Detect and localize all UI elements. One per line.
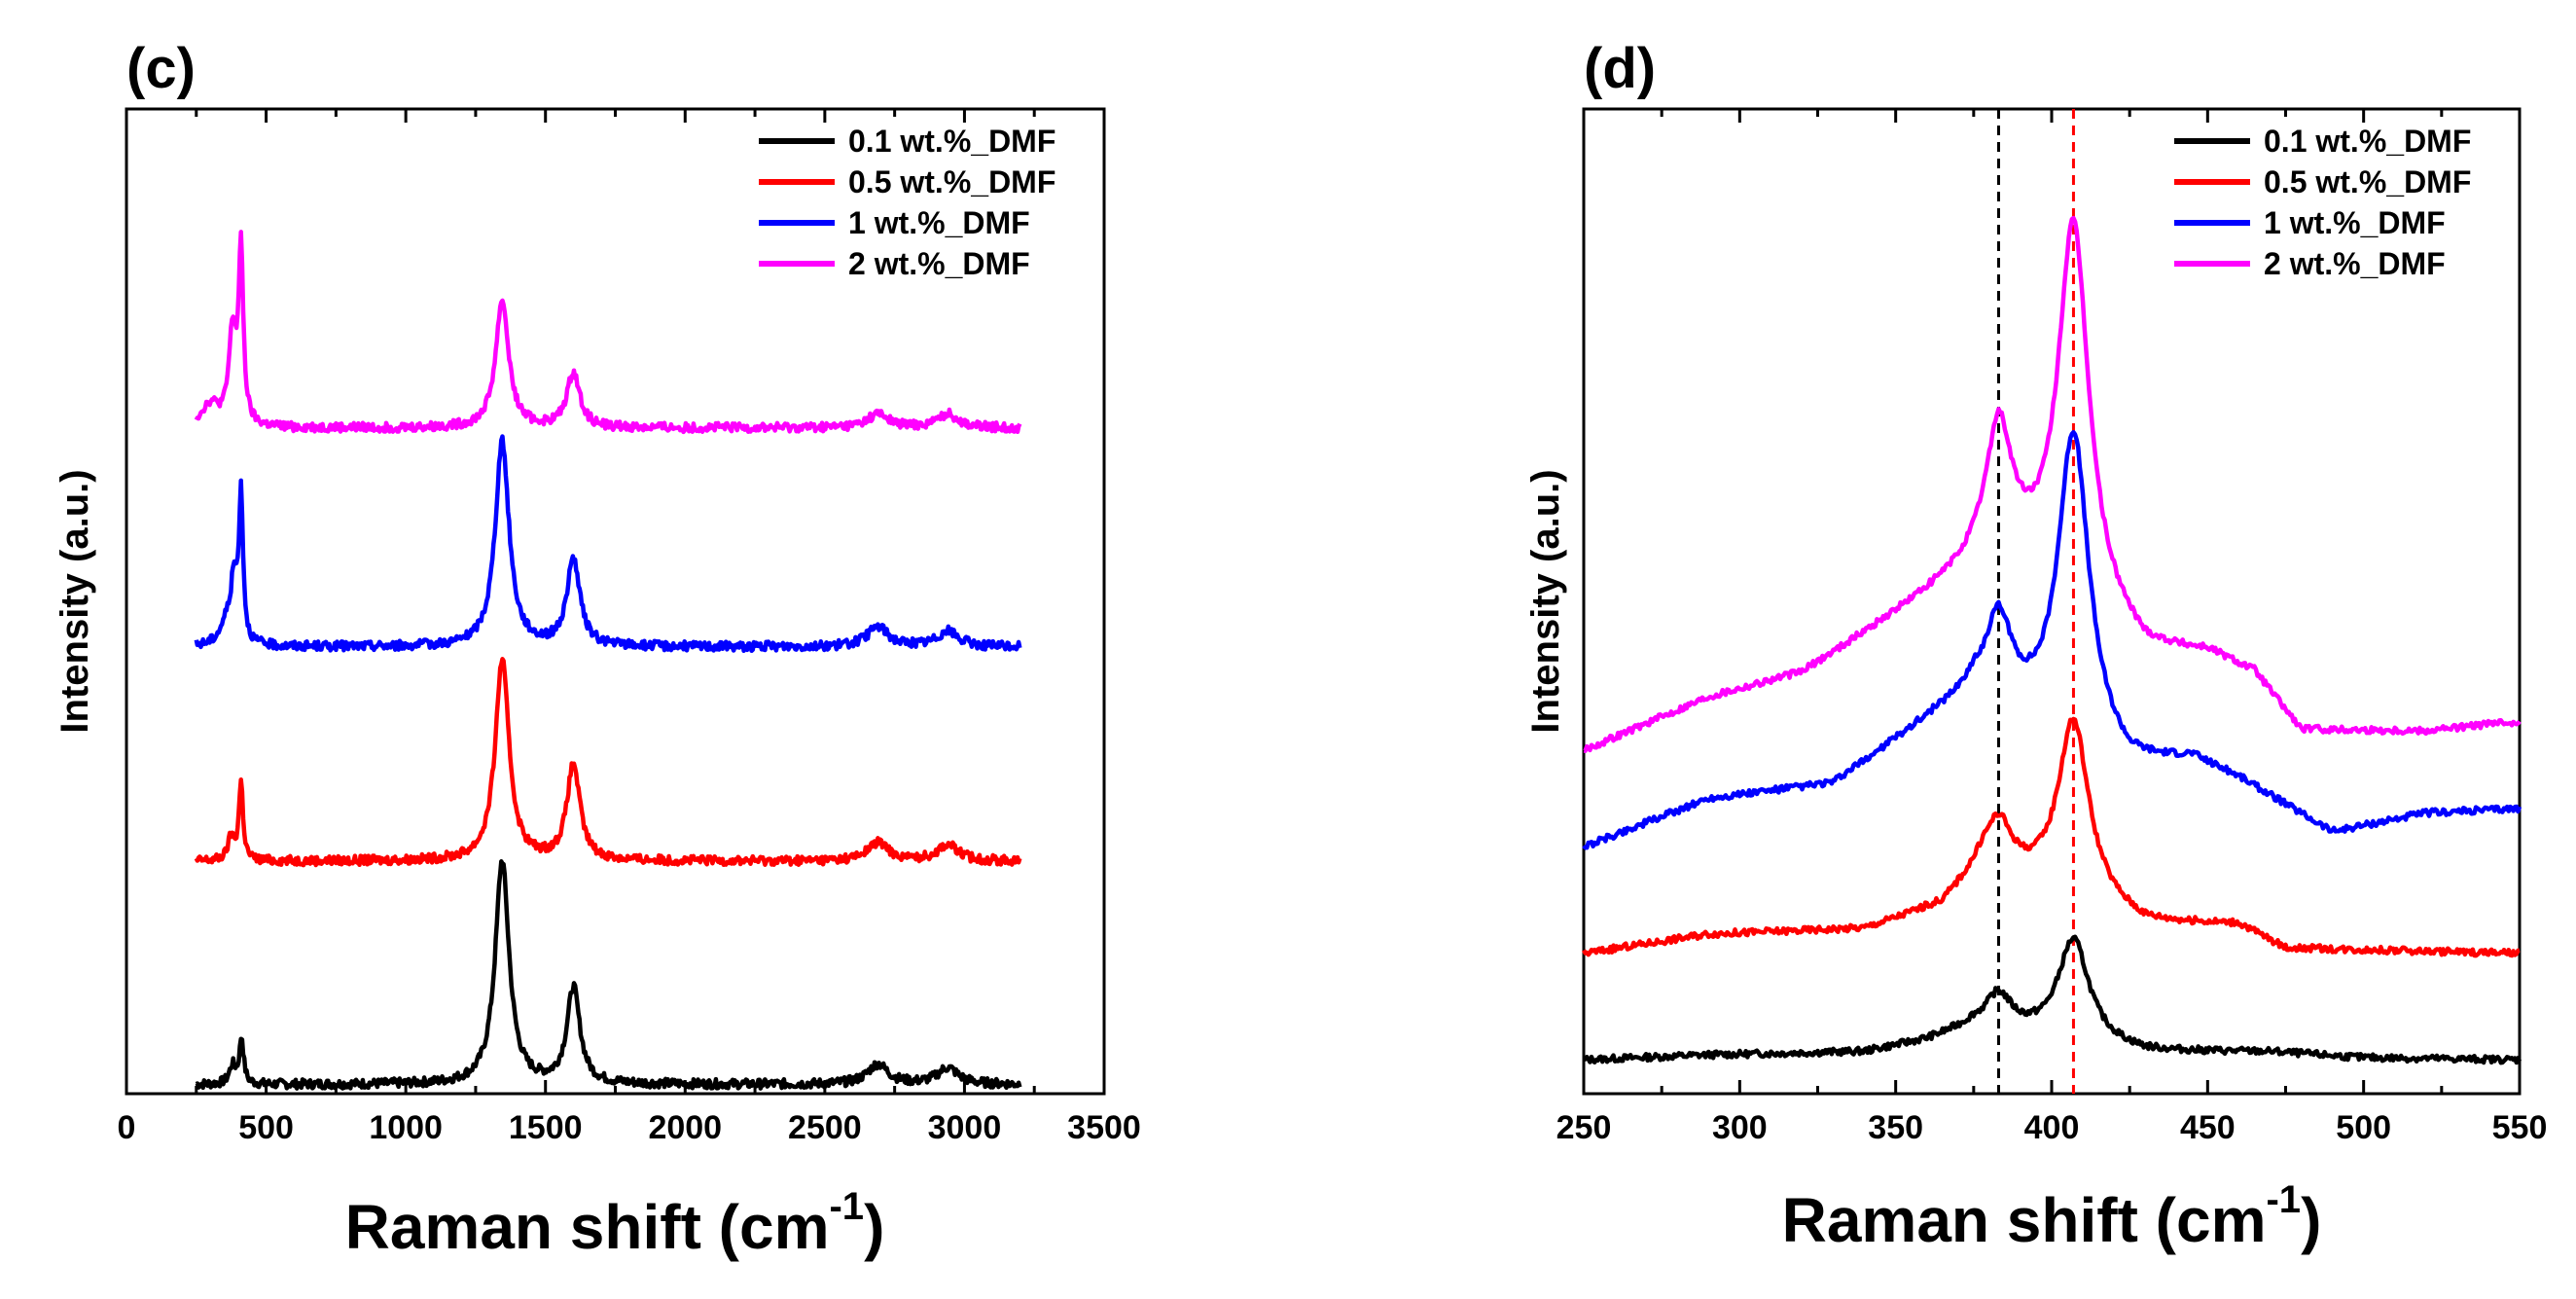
series-line-2-wt-dmf xyxy=(1583,215,2522,753)
x-tick-label: 300 xyxy=(1712,1109,1768,1146)
x-tick-label: 550 xyxy=(2492,1109,2548,1146)
x-tick-label: 250 xyxy=(1556,1109,1612,1146)
legend-label: 2 wt.%_DMF xyxy=(2264,246,2446,281)
x-tick-label: 450 xyxy=(2180,1109,2236,1146)
legend-label: 0.1 wt.%_DMF xyxy=(2264,124,2471,159)
x-tick-label: 1500 xyxy=(509,1109,583,1146)
panel-c-x-ticks: 0 500 1000 1500 2000 2500 3000 3500 xyxy=(118,109,1141,1146)
series-line-0-1-wt-dmf xyxy=(1582,934,2522,1065)
panel-d-x-ticks: 250 300 350 400 450 500 550 xyxy=(1556,109,2548,1146)
panel-c-y-axis-title: Intensity (a.u.) xyxy=(54,469,96,733)
panel-d-reference-lines xyxy=(1996,109,2075,1094)
panel-c-x-axis-title: Raman shift (cm-1) xyxy=(345,1185,885,1262)
legend-label: 1 wt.%_DMF xyxy=(2264,205,2446,240)
legend-label: 0.1 wt.%_DMF xyxy=(848,124,1055,159)
series-line-0-1-wt-dmf xyxy=(195,859,1022,1091)
x-tick-label: 400 xyxy=(2024,1109,2080,1146)
panel-d-legend: 0.1 wt.%_DMF 0.5 wt.%_DMF 1 wt.%_DMF 2 wt.%… xyxy=(2174,124,2471,281)
legend-label: 0.5 wt.%_DMF xyxy=(2264,164,2471,199)
panel-d-label: (d) xyxy=(1584,37,1656,100)
legend-label: 2 wt.%_DMF xyxy=(848,246,1030,281)
series-line-1-wt-dmf xyxy=(1582,429,2522,850)
x-tick-label: 1000 xyxy=(369,1109,443,1146)
series-line-0-5-wt-dmf xyxy=(194,657,1022,868)
x-tick-label: 350 xyxy=(1868,1109,1923,1146)
panel-c-label: (c) xyxy=(126,37,196,100)
panel-d-series-group xyxy=(1582,215,2522,1065)
panel-d-y-axis-title: Intensity (a.u.) xyxy=(1524,469,1567,733)
legend-label: 0.5 wt.%_DMF xyxy=(848,164,1055,199)
x-tick-label: 500 xyxy=(238,1109,294,1146)
panel-c-legend: 0.1 wt.%_DMF 0.5 wt.%_DMF 1 wt.%_DMF 2 wt.%… xyxy=(759,124,1055,281)
panel-c: (c) 0 500 1000 1500 2000 2500 3000 3500 Intensi… xyxy=(54,37,1141,1262)
series-line-2-wt-dmf xyxy=(194,230,1022,435)
series-line-1-wt-dmf xyxy=(194,434,1022,654)
x-tick-label: 3000 xyxy=(928,1109,1002,1146)
series-line-0-5-wt-dmf xyxy=(1582,716,2521,958)
panel-d: (d) 250 300 350 400 450 500 550 Intensity (a.u… xyxy=(1524,37,2547,1255)
x-tick-label: 3500 xyxy=(1067,1109,1141,1146)
x-tick-label: 2500 xyxy=(788,1109,862,1146)
panel-d-x-axis-title: Raman shift (cm-1) xyxy=(1782,1178,2322,1255)
x-tick-label: 500 xyxy=(2336,1109,2391,1146)
legend-label: 1 wt.%_DMF xyxy=(848,205,1030,240)
x-tick-label: 2000 xyxy=(648,1109,722,1146)
panel-c-series-group xyxy=(194,230,1022,1091)
x-tick-label: 0 xyxy=(118,1109,136,1146)
